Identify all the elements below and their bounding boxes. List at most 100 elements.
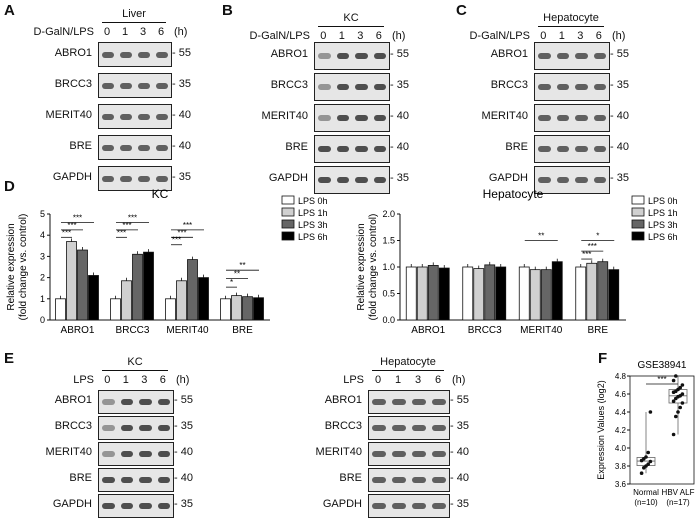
bar — [88, 275, 99, 321]
protein-band — [157, 503, 170, 509]
y-tick-label: 4.0 — [615, 444, 627, 453]
y-tick-label: 0.5 — [382, 289, 395, 299]
protein-label: GAPDH — [52, 170, 92, 183]
x-tick-label: Normal — [633, 488, 659, 497]
protein-band — [593, 146, 606, 152]
title-underline — [102, 370, 168, 371]
protein-band — [102, 503, 115, 509]
significance-mark: *** — [657, 375, 666, 384]
protein-band — [355, 146, 368, 152]
bar — [132, 253, 143, 321]
timepoint-label: 3 — [414, 374, 422, 386]
blot-strip — [98, 416, 174, 440]
data-point — [680, 401, 685, 405]
timepoint-label: 6 — [159, 374, 166, 386]
protein-band — [120, 51, 132, 58]
protein-label: GAPDH — [488, 172, 528, 184]
mw-marker: - 35 — [450, 420, 469, 432]
significance-mark: ** — [239, 261, 245, 270]
bar — [540, 269, 552, 321]
timepoint-label: 3 — [357, 30, 364, 42]
blot-strip — [368, 442, 450, 466]
legend-label: LPS 0h — [298, 196, 328, 206]
x-tick-label: ABRO1 — [411, 325, 445, 336]
significance-mark: *** — [177, 228, 186, 237]
data-point — [646, 462, 650, 466]
protein-band — [373, 53, 386, 59]
mw-marker: - 40 — [610, 110, 629, 122]
condition-label: D-GalN/LPS — [33, 26, 94, 38]
protein-band — [318, 115, 331, 121]
protein-band — [336, 84, 349, 90]
bar — [551, 261, 563, 321]
data-point — [671, 432, 676, 437]
protein-label: MERIT40 — [45, 446, 92, 458]
mw-marker: - 35 — [610, 172, 629, 184]
protein-label: ABRO1 — [324, 394, 362, 406]
blot-title: Hepatocyte — [543, 12, 599, 24]
protein-band — [538, 84, 551, 90]
legend-swatch — [631, 207, 645, 217]
blot-strip — [368, 390, 450, 414]
significance-mark: *** — [67, 221, 76, 230]
protein-band — [372, 399, 386, 405]
protein-band — [593, 115, 606, 121]
protein-label: ABRO1 — [490, 48, 528, 60]
protein-label: BRE — [505, 141, 528, 153]
blot-strip — [98, 135, 172, 160]
protein-band — [139, 451, 152, 457]
hour-unit: (h) — [612, 30, 626, 42]
data-point — [644, 455, 648, 459]
protein-band — [120, 425, 133, 431]
title-underline — [372, 370, 444, 371]
blot-strip — [534, 42, 610, 70]
timepoint-label: 1 — [394, 374, 402, 386]
protein-label: ABRO1 — [270, 48, 308, 60]
protein-band — [355, 177, 368, 183]
mw-marker: - 40 — [172, 108, 191, 121]
timepoint-label: 0 — [540, 30, 547, 42]
bar — [529, 269, 541, 321]
protein-band — [156, 113, 168, 120]
timepoint-label: 6 — [157, 26, 165, 38]
blot-strip — [368, 494, 450, 518]
protein-band — [373, 84, 386, 90]
timepoint-label: 0 — [320, 30, 327, 42]
y-tick-label: 2 — [40, 273, 45, 283]
blot-strip — [98, 442, 174, 466]
bar — [77, 249, 88, 321]
timepoint-label: 6 — [375, 30, 382, 42]
blot-strip — [314, 135, 390, 163]
bar-chart-kc: KC Relative expression (fold change vs. co… — [6, 187, 328, 336]
protein-label: BRE — [69, 472, 92, 484]
significance-mark: *** — [172, 236, 181, 245]
legend-swatch — [281, 219, 295, 229]
protein-band — [392, 503, 406, 509]
y-tick-label: 1.0 — [382, 262, 395, 272]
mw-marker: - 40 — [172, 139, 191, 152]
protein-band — [432, 477, 446, 483]
data-point — [676, 410, 680, 414]
protein-band — [138, 82, 150, 89]
protein-band — [157, 399, 170, 405]
x-tick-label: MERIT40 — [520, 325, 563, 336]
significance-mark: *** — [73, 213, 82, 222]
chart-title: GSE38941 — [638, 360, 687, 371]
protein-band — [392, 425, 406, 431]
protein-band — [372, 451, 386, 457]
protein-band — [412, 451, 426, 457]
blot-title: Liver — [122, 8, 146, 20]
protein-label: BRCC3 — [54, 77, 92, 90]
protein-band — [156, 51, 168, 58]
blot-title: KC — [127, 356, 143, 368]
timepoint-label: 0 — [104, 374, 111, 386]
timepoint-label: 1 — [558, 30, 565, 42]
timepoint-label: 3 — [139, 26, 147, 38]
protein-band — [318, 146, 331, 152]
x-tick-sublabel: (n=17) — [666, 498, 690, 507]
x-tick-sublabel: (n=10) — [634, 498, 658, 507]
mw-marker: - 55 — [172, 46, 191, 59]
y-tick-label: 3.8 — [615, 462, 627, 471]
protein-band — [575, 115, 588, 121]
timepoint-label: 3 — [577, 30, 584, 42]
